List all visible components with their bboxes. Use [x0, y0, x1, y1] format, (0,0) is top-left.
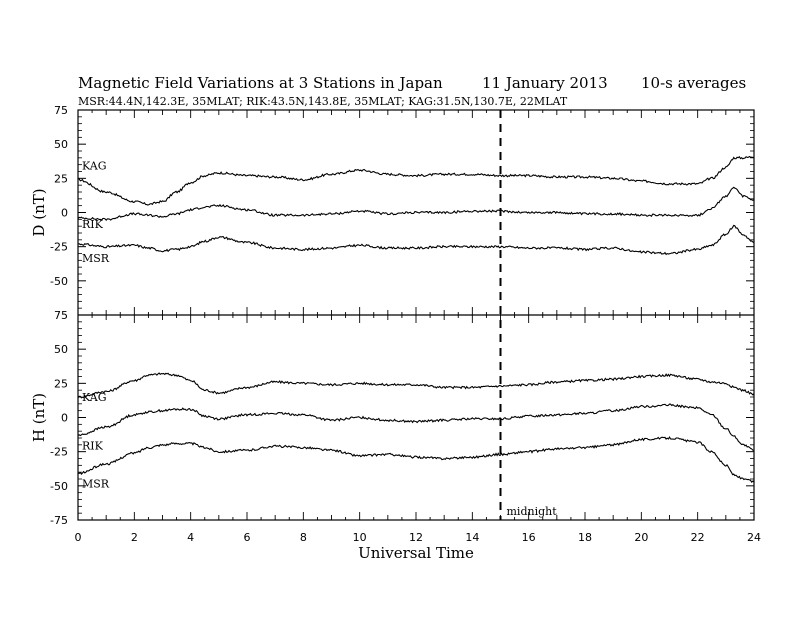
h-ytick-label: 25 [54, 377, 68, 390]
h-label-msr: MSR [82, 478, 110, 491]
midnight-label: midnight [507, 505, 558, 518]
d-label-kag: KAG [82, 160, 107, 173]
h-panel: 75 50 25 0 -25 -50 -75 KAG RIK MSR [50, 309, 755, 527]
x-tick-label: 4 [187, 531, 194, 544]
h-ytick-label: -50 [50, 480, 68, 493]
d-ytick-label: -25 [50, 241, 68, 254]
x-tick-label: 18 [578, 531, 592, 544]
h-axis-label: H (nT) [30, 393, 48, 442]
x-axis-label: Universal Time [358, 544, 474, 562]
h-ytick-label: -75 [50, 514, 68, 527]
x-tick-label: 2 [131, 531, 138, 544]
d-ytick-label: 25 [54, 172, 68, 185]
chart-averaging: 10-s averages [641, 74, 746, 92]
x-tick-label: 20 [634, 531, 648, 544]
h-ytick-label: 75 [54, 309, 68, 322]
h-label-rik: RIK [82, 439, 104, 452]
x-tick-label: 0 [75, 531, 82, 544]
chart-date: 11 January 2013 [482, 74, 608, 92]
d-label-msr: MSR [82, 252, 110, 265]
h-ytick-label: -25 [50, 446, 68, 459]
d-label-rik: RIK [82, 218, 104, 231]
d-series-kag [78, 155, 754, 206]
d-ytick-label: 50 [54, 138, 68, 151]
d-ytick-label: 0 [61, 207, 68, 220]
x-tick-label: 10 [353, 531, 367, 544]
d-series-rik [77, 186, 755, 222]
x-tick-label: 22 [691, 531, 705, 544]
d-axis-label: D (nT) [30, 188, 48, 236]
h-series-msr [77, 436, 755, 483]
x-tick-label: 6 [244, 531, 251, 544]
h-ytick-label: 50 [54, 343, 68, 356]
h-ytick-label: 0 [61, 412, 68, 425]
h-label-kag: KAG [82, 391, 107, 404]
x-axis: 0 2 4 6 8 10 12 14 16 18 20 22 24 [75, 531, 762, 544]
x-tick-label: 24 [747, 531, 761, 544]
d-series-msr [77, 224, 755, 256]
d-ytick-label: -50 [50, 275, 68, 288]
x-tick-label: 8 [300, 531, 307, 544]
x-tick-label: 14 [465, 531, 479, 544]
x-tick-label: 16 [522, 531, 536, 544]
h-series-kag [77, 372, 755, 399]
h-series-rik [77, 403, 754, 451]
x-tick-label: 12 [409, 531, 423, 544]
d-panel: 75 50 25 0 -25 -50 KAG RIK MSR [50, 104, 755, 316]
d-ytick-label: 75 [54, 104, 68, 117]
stations-subtitle: MSR:44.4N,142.3E, 35MLAT; RIK:43.5N,143.… [78, 95, 568, 108]
chart-title: Magnetic Field Variations at 3 Stations … [78, 74, 443, 92]
